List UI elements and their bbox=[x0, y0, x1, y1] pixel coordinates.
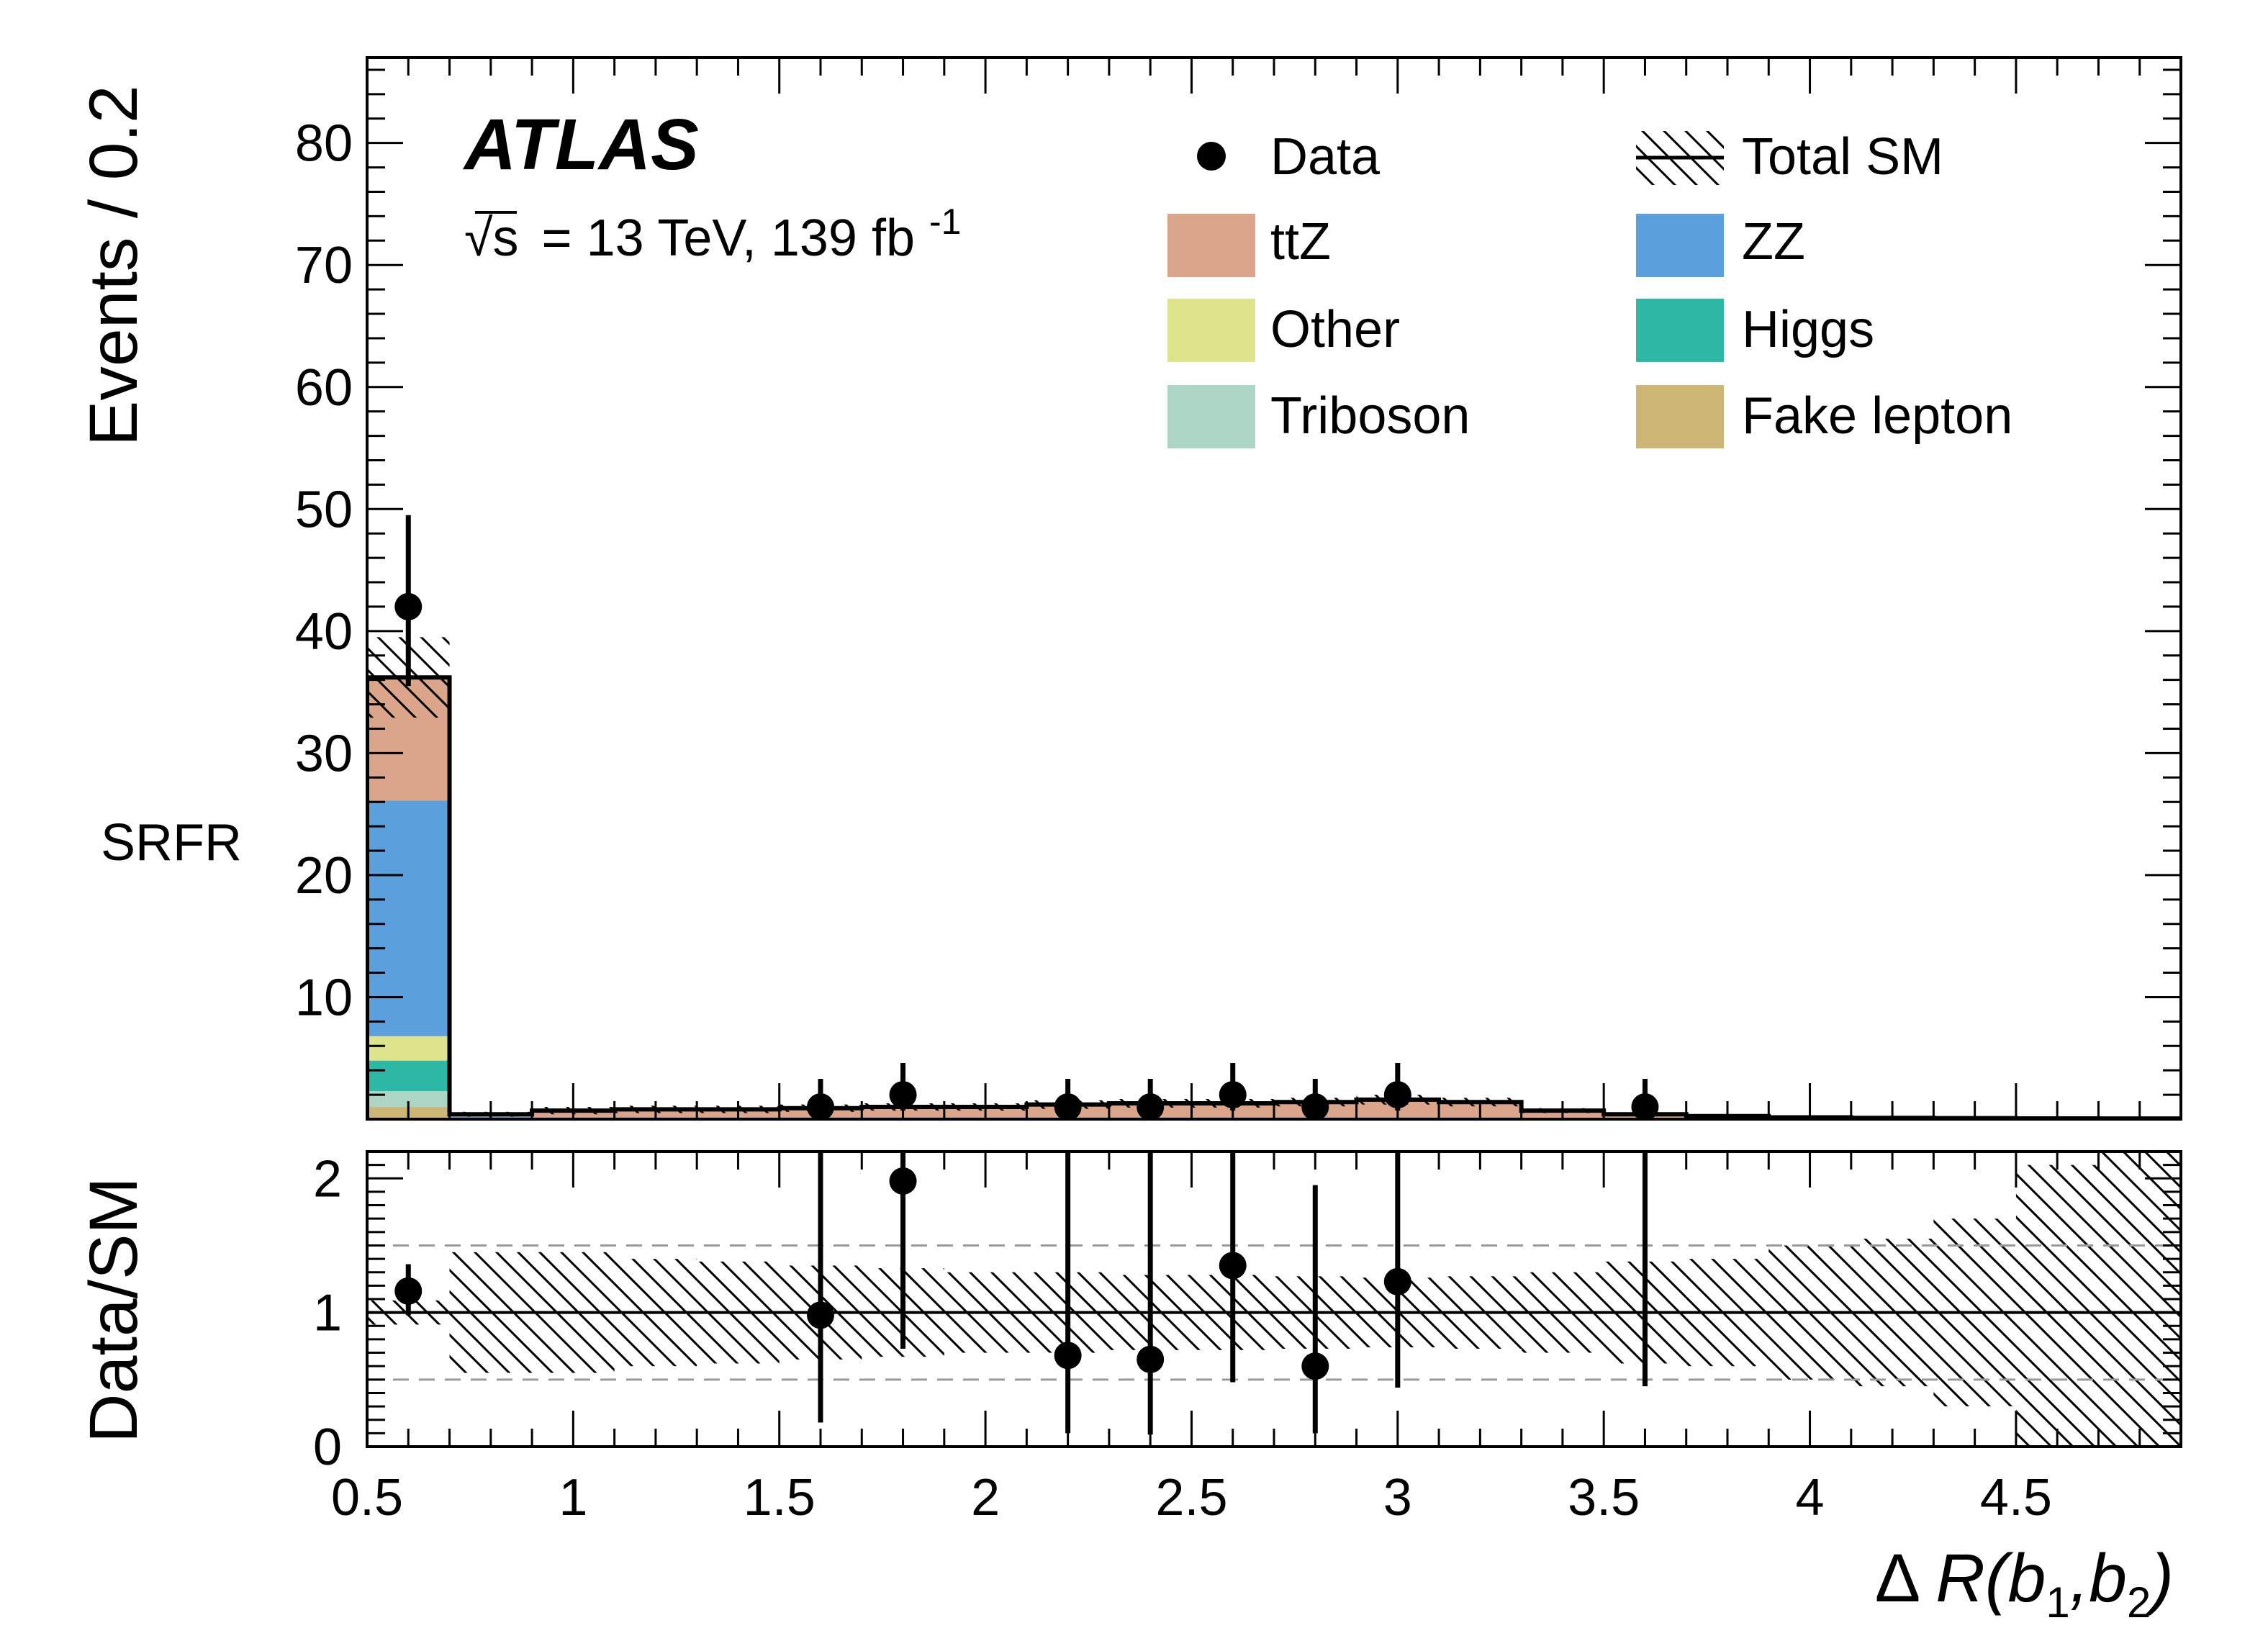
ratio-reference-lines bbox=[367, 1244, 2181, 1381]
legend-zz-swatch bbox=[1636, 214, 1724, 277]
ratio-point-3 bbox=[1054, 1342, 1082, 1370]
legend-label-data: Data bbox=[1270, 128, 1381, 186]
legend-label-triboson: Triboson bbox=[1270, 387, 1470, 445]
legend-label-other: Other bbox=[1270, 301, 1400, 358]
legend: Data Total SM ttZ ZZ Other Higgs Triboso… bbox=[1167, 128, 2012, 448]
ratio-axis-ticks: 0 1 2 0.5 1 1.5 2 2.5 3 3.5 4 4.5 bbox=[313, 1150, 2182, 1527]
ratio-point-5 bbox=[1219, 1252, 1247, 1280]
ratio-points bbox=[394, 1152, 1648, 1435]
ratio-ytick-label-1: 1 bbox=[313, 1285, 342, 1342]
ratio-point-2 bbox=[889, 1167, 917, 1195]
main-ytick-label-60: 60 bbox=[295, 359, 353, 417]
main-axis-ticks: 10 20 30 40 50 60 70 80 bbox=[295, 58, 2182, 1121]
main-ytick-label-50: 50 bbox=[295, 481, 353, 538]
energy-sup: -1 bbox=[929, 202, 961, 242]
main-panel: 10 20 30 40 50 60 70 80 ATLAS √s = 13 TeV, 139 … bbox=[76, 56, 2182, 1121]
main-ytick-label-30: 30 bbox=[295, 725, 353, 782]
main-ytick-label-10: 10 bbox=[295, 969, 353, 1026]
ratio-ytick-label-0: 0 bbox=[313, 1419, 342, 1476]
data-point-5 bbox=[1219, 1081, 1247, 1109]
main-ytick-label-70: 70 bbox=[295, 237, 353, 294]
legend-label-fake-lepton: Fake lepton bbox=[1742, 387, 2012, 445]
legend-triboson-swatch bbox=[1167, 385, 1255, 448]
x-tick-label-2.5: 2.5 bbox=[1155, 1469, 1227, 1527]
data-point-0 bbox=[394, 592, 423, 620]
ratio-point-7 bbox=[1383, 1267, 1411, 1295]
legend-ttz-swatch bbox=[1167, 214, 1255, 277]
ratio-point-6 bbox=[1301, 1352, 1329, 1380]
bar-other-bin-0 bbox=[367, 1036, 450, 1061]
main-ytick-label-40: 40 bbox=[295, 603, 353, 661]
atlas-label: ATLAS bbox=[462, 104, 699, 185]
legend-label-ttz: ttZ bbox=[1270, 213, 1331, 271]
x-tick-label-1.5: 1.5 bbox=[744, 1469, 816, 1527]
x-tick-label-0.5: 0.5 bbox=[331, 1469, 403, 1527]
main-ytick-label-80: 80 bbox=[295, 115, 353, 173]
bar-zz-bin-0 bbox=[367, 800, 450, 1036]
bar-higgs-bin-0 bbox=[367, 1060, 450, 1092]
stacked-bars bbox=[367, 677, 2181, 1119]
region-label: SRFR bbox=[101, 814, 242, 872]
total-sm-step bbox=[367, 675, 2181, 1119]
ratio-point-4 bbox=[1137, 1345, 1165, 1373]
x-tick-label-4.5: 4.5 bbox=[1980, 1469, 2052, 1527]
x-tick-label-4: 4 bbox=[1796, 1469, 1825, 1527]
data-point-2 bbox=[889, 1081, 917, 1109]
main-ylabel: Events / 0.2 bbox=[76, 85, 152, 446]
main-ytick-label-20: 20 bbox=[295, 847, 353, 905]
energy-rest: = 13 TeV, 139 fb bbox=[542, 209, 915, 267]
ratio-point-0 bbox=[394, 1277, 423, 1305]
ratio-ytick-label-2: 2 bbox=[313, 1150, 342, 1208]
ratio-band-bin-21 bbox=[2098, 1152, 2181, 1447]
legend-label-zz: ZZ bbox=[1742, 213, 1805, 271]
energy-sqrt: √s bbox=[464, 209, 519, 267]
legend-label-higgs: Higgs bbox=[1742, 301, 1874, 358]
x-label-sub2: 2 bbox=[2127, 1578, 2151, 1627]
bar-triboson-bin-0 bbox=[367, 1091, 450, 1108]
legend-fake-lepton-swatch bbox=[1636, 385, 1724, 448]
x-axis-label: Δ R(b1,b2) bbox=[1875, 1540, 2174, 1627]
legend-other-swatch bbox=[1167, 299, 1255, 362]
x-tick-label-1: 1 bbox=[559, 1469, 587, 1527]
legend-higgs-swatch bbox=[1636, 299, 1724, 362]
total-sm-line bbox=[367, 675, 2181, 1119]
x-tick-label-3.5: 3.5 bbox=[1568, 1469, 1640, 1527]
x-label-main: R(b bbox=[1935, 1540, 2046, 1616]
x-label-delta: Δ bbox=[1875, 1540, 1936, 1616]
ratio-uncertainty-band bbox=[367, 1152, 2181, 1447]
total-sm-uncertainty-band bbox=[367, 637, 2181, 1119]
x-tick-label-2: 2 bbox=[971, 1469, 1000, 1527]
x-label-sub1: 1 bbox=[2046, 1578, 2069, 1627]
x-label-comma: ,b bbox=[2070, 1540, 2127, 1616]
ratio-band-bin-20 bbox=[2015, 1165, 2099, 1447]
data-points bbox=[394, 515, 1659, 1121]
ratio-ylabel: Data/SM bbox=[76, 1177, 152, 1443]
legend-label-total-sm: Total SM bbox=[1742, 128, 1943, 186]
x-tick-label-3: 3 bbox=[1383, 1469, 1412, 1527]
energy-label: √s = 13 TeV, 139 fb -1 bbox=[464, 202, 962, 267]
legend-data-marker bbox=[1197, 142, 1226, 171]
ratio-point-1 bbox=[807, 1301, 834, 1329]
